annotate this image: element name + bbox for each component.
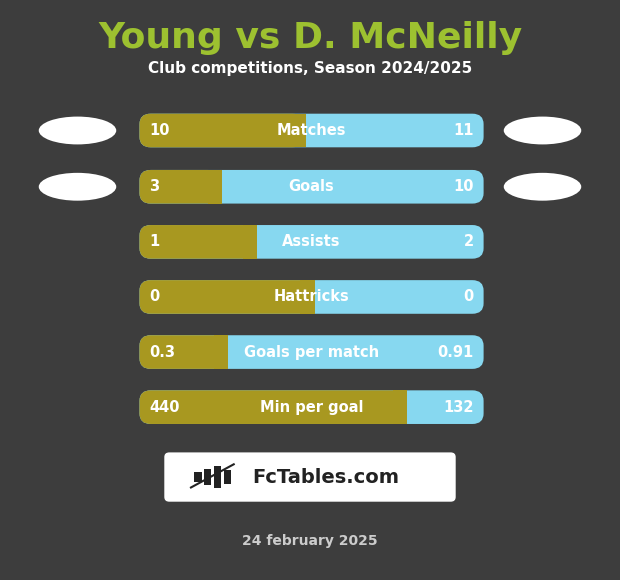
Text: 0.3: 0.3 — [149, 345, 175, 360]
FancyBboxPatch shape — [140, 335, 225, 369]
FancyBboxPatch shape — [140, 225, 484, 259]
Bar — [292, 114, 306, 147]
Text: 1: 1 — [149, 234, 160, 249]
Text: 11: 11 — [453, 123, 474, 138]
Text: FcTables.com: FcTables.com — [252, 467, 399, 487]
Bar — [301, 280, 315, 314]
Ellipse shape — [38, 117, 117, 144]
FancyBboxPatch shape — [140, 225, 254, 259]
Text: Min per goal: Min per goal — [260, 400, 363, 415]
Text: 132: 132 — [443, 400, 474, 415]
Text: Club competitions, Season 2024/2025: Club competitions, Season 2024/2025 — [148, 61, 472, 76]
Text: 0: 0 — [149, 289, 160, 304]
FancyBboxPatch shape — [140, 280, 484, 314]
Text: 0.91: 0.91 — [438, 345, 474, 360]
Text: Assists: Assists — [282, 234, 341, 249]
FancyBboxPatch shape — [140, 114, 303, 147]
Bar — [208, 170, 222, 204]
Bar — [393, 390, 407, 424]
Bar — [214, 466, 221, 488]
Ellipse shape — [38, 173, 117, 201]
Text: Goals per match: Goals per match — [244, 345, 379, 360]
Text: Young vs D. McNeilly: Young vs D. McNeilly — [98, 21, 522, 55]
Bar — [204, 469, 211, 485]
Ellipse shape — [503, 117, 582, 144]
Text: 24 february 2025: 24 february 2025 — [242, 534, 378, 548]
Text: Matches: Matches — [277, 123, 347, 138]
FancyBboxPatch shape — [140, 114, 484, 147]
FancyBboxPatch shape — [140, 170, 484, 204]
FancyBboxPatch shape — [140, 280, 312, 314]
Bar — [194, 472, 202, 483]
Text: 10: 10 — [453, 179, 474, 194]
FancyBboxPatch shape — [140, 390, 404, 424]
FancyBboxPatch shape — [140, 335, 484, 369]
Bar — [224, 470, 231, 484]
Bar — [214, 335, 228, 369]
Text: Hattricks: Hattricks — [273, 289, 350, 304]
Text: 0: 0 — [463, 289, 474, 304]
FancyBboxPatch shape — [164, 452, 456, 502]
Text: 2: 2 — [464, 234, 474, 249]
Text: 440: 440 — [149, 400, 180, 415]
Bar — [243, 225, 257, 259]
Ellipse shape — [503, 173, 582, 201]
Text: 3: 3 — [149, 179, 159, 194]
FancyBboxPatch shape — [140, 390, 484, 424]
FancyBboxPatch shape — [140, 170, 219, 204]
Text: 10: 10 — [149, 123, 170, 138]
Text: Goals: Goals — [289, 179, 334, 194]
